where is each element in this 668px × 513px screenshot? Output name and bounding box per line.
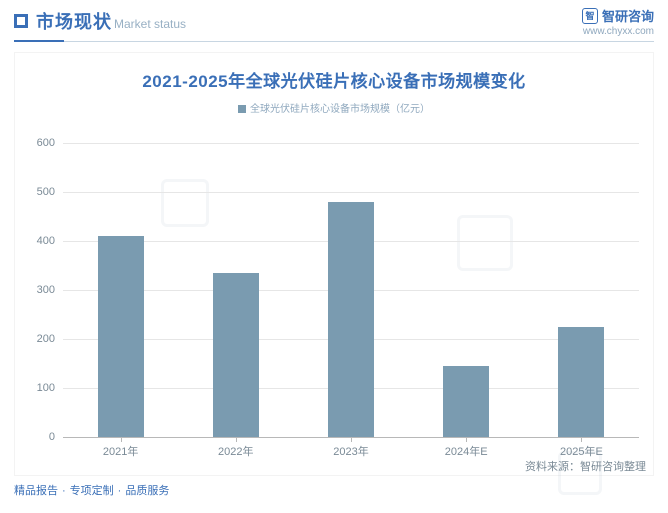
chart-bar bbox=[443, 366, 489, 437]
header-left: 市场现状Market status bbox=[14, 8, 654, 34]
y-axis-tick-label: 200 bbox=[37, 333, 55, 345]
brand-row: 智 智研咨询 bbox=[582, 6, 654, 25]
x-axis-tickmark bbox=[121, 437, 122, 442]
header-rule-thick bbox=[14, 40, 64, 42]
x-axis-tick-label: 2021年 bbox=[103, 443, 138, 459]
chart-bar bbox=[213, 273, 259, 437]
brand-logo-icon: 智 bbox=[582, 8, 598, 24]
x-axis-tick-label: 2022年 bbox=[218, 443, 253, 459]
header-rule-thin bbox=[64, 41, 654, 42]
header-title-cn: 市场现状 bbox=[36, 12, 112, 32]
y-axis-tick-label: 500 bbox=[37, 186, 55, 198]
brand-name: 智研咨询 bbox=[602, 6, 654, 25]
square-bullet-icon bbox=[14, 14, 28, 28]
x-axis-tickmark bbox=[581, 437, 582, 442]
chart-title: 2021-2025年全球光伏硅片核心设备市场规模变化 bbox=[15, 53, 653, 100]
footer-dot-icon: · bbox=[62, 485, 66, 497]
chart-container: 2021-2025年全球光伏硅片核心设备市场规模变化 全球光伏硅片核心设备市场规… bbox=[14, 52, 654, 476]
x-axis-tickmark bbox=[466, 437, 467, 442]
footer-left: 精品报告·专项定制·品质服务 bbox=[14, 482, 169, 498]
chart-bar bbox=[558, 327, 604, 437]
chart-bar bbox=[328, 202, 374, 437]
brand-url: www.chyxx.com bbox=[582, 26, 654, 37]
header-title-en: Market status bbox=[114, 17, 186, 31]
header-rule bbox=[14, 40, 654, 42]
legend-swatch-icon bbox=[238, 105, 246, 113]
x-axis-tick-label: 2025年E bbox=[560, 443, 603, 459]
y-axis-tick-label: 100 bbox=[37, 382, 55, 394]
footer-dot-icon: · bbox=[118, 485, 122, 497]
footer-item: 精品报告 bbox=[14, 485, 58, 497]
chart-plot-area: 01002003004005006002021年2022年2023年2024年E… bbox=[63, 143, 639, 437]
footer-item: 品质服务 bbox=[125, 485, 169, 497]
x-axis-tickmark bbox=[351, 437, 352, 442]
footer: 精品报告·专项定制·品质服务 bbox=[14, 480, 654, 500]
page-container: 市场现状Market status 智 智研咨询 www.chyxx.com 2… bbox=[0, 0, 668, 504]
footer-item: 专项定制 bbox=[70, 485, 114, 497]
y-axis-tick-label: 300 bbox=[37, 284, 55, 296]
x-axis-tick-label: 2024年E bbox=[445, 443, 488, 459]
chart-legend: 全球光伏硅片核心设备市场规模（亿元） bbox=[15, 100, 653, 119]
y-axis-tick-label: 400 bbox=[37, 235, 55, 247]
header-right: 智 智研咨询 www.chyxx.com bbox=[582, 6, 654, 37]
chart-gridline bbox=[63, 143, 639, 144]
legend-label: 全球光伏硅片核心设备市场规模（亿元） bbox=[250, 104, 430, 115]
y-axis-tick-label: 0 bbox=[49, 431, 55, 443]
x-axis-tick-label: 2023年 bbox=[333, 443, 368, 459]
x-axis-tickmark bbox=[236, 437, 237, 442]
source-label: 资料来源：智研咨询整理 bbox=[525, 458, 646, 474]
chart-bar bbox=[98, 236, 144, 437]
chart-gridline bbox=[63, 192, 639, 193]
y-axis-tick-label: 600 bbox=[37, 137, 55, 149]
header: 市场现状Market status 智 智研咨询 www.chyxx.com bbox=[0, 0, 668, 50]
header-title-group: 市场现状Market status bbox=[36, 8, 186, 34]
